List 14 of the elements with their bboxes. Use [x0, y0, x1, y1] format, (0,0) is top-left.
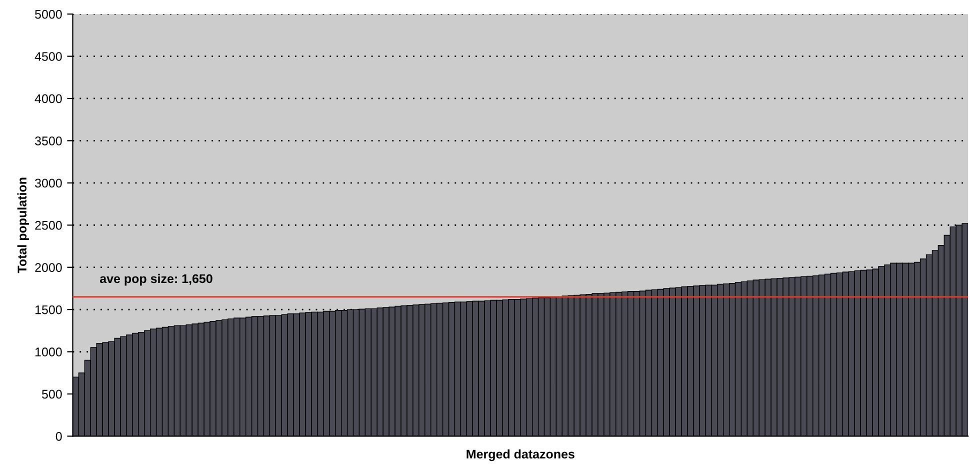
y-tick-label: 4500 [34, 52, 62, 61]
y-tick-label: 1000 [35, 348, 62, 356]
ref-line-label: ave pop size: 1,650 [100, 274, 212, 286]
y-tick-label: 3500 [35, 136, 62, 146]
y-tick-label: 2500 [35, 220, 62, 230]
y-tick-label: 4000 [34, 94, 62, 104]
y-tick-label: 5000 [35, 10, 62, 19]
x-axis-title: Merged datazones [466, 449, 574, 462]
y-tick-label: 0 [56, 432, 62, 441]
y-axis-title: Total population [17, 178, 29, 274]
y-tick-label: 500 [42, 390, 62, 399]
y-tick-label: 1500 [35, 305, 62, 314]
y-tick-label: 2000 [35, 263, 62, 272]
y-tick-label: 3000 [35, 178, 62, 188]
